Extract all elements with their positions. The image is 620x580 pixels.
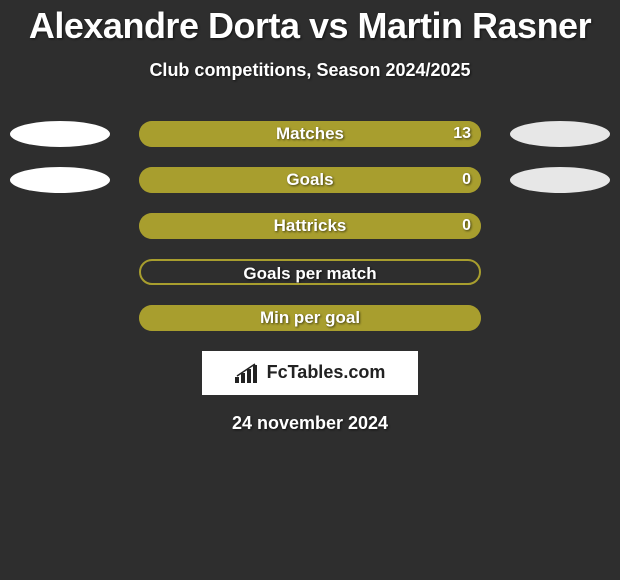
left-marker xyxy=(10,167,110,193)
comparison-infographic: Alexandre Dorta vs Martin Rasner Club co… xyxy=(0,0,620,580)
logo-text: FcTables.com xyxy=(267,362,386,383)
bar-row-hattricks: Hattricks 0 xyxy=(0,213,620,239)
bars-container: Matches 13 Goals 0 Hattricks 0 xyxy=(0,121,620,331)
bar-track: Matches 13 xyxy=(139,121,481,147)
bar-track: Min per goal xyxy=(139,305,481,331)
bars-icon xyxy=(235,363,261,383)
bar-label: Goals xyxy=(139,167,481,193)
bar-label: Min per goal xyxy=(139,305,481,331)
logo-badge: FcTables.com xyxy=(202,351,418,395)
bar-row-matches: Matches 13 xyxy=(0,121,620,147)
bar-value: 0 xyxy=(462,167,471,193)
bar-value: 0 xyxy=(462,213,471,239)
bar-label: Hattricks xyxy=(139,213,481,239)
right-marker xyxy=(510,121,610,147)
page-title: Alexandre Dorta vs Martin Rasner xyxy=(0,0,620,46)
bar-row-min-per-goal: Min per goal xyxy=(0,305,620,331)
date-line: 24 november 2024 xyxy=(0,413,620,434)
bar-label: Goals per match xyxy=(141,261,479,285)
bar-track: Goals 0 xyxy=(139,167,481,193)
right-marker xyxy=(510,167,610,193)
bar-value: 13 xyxy=(453,121,471,147)
bar-label: Matches xyxy=(139,121,481,147)
bar-row-goals-per-match: Goals per match xyxy=(0,259,620,285)
bar-track: Goals per match xyxy=(139,259,481,285)
bar-row-goals: Goals 0 xyxy=(0,167,620,193)
left-marker xyxy=(10,121,110,147)
page-subtitle: Club competitions, Season 2024/2025 xyxy=(0,60,620,81)
bar-track: Hattricks 0 xyxy=(139,213,481,239)
